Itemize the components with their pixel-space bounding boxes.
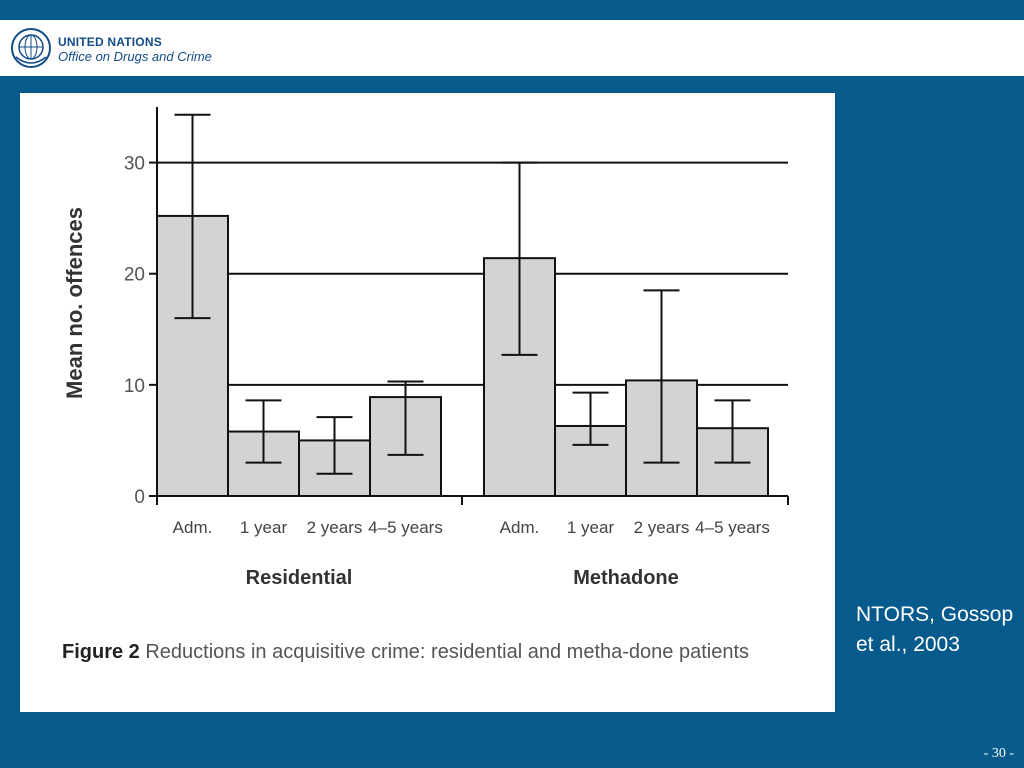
- x-tick-label: 4–5 years: [695, 518, 770, 537]
- organization-name: UNITED NATIONS Office on Drugs and Crime: [58, 35, 212, 64]
- y-tick-label: 20: [124, 265, 145, 286]
- figure-caption: Figure 2 Reductions in acquisitive crime…: [62, 633, 797, 671]
- group-label: Residential: [246, 567, 353, 589]
- org-line-1: UNITED NATIONS: [58, 35, 162, 49]
- group-label: Methadone: [573, 567, 679, 589]
- org-line-2: Office on Drugs and Crime: [58, 49, 212, 64]
- bar-chart: 0 10 20 30 Mean no. offences Adm. 1 year 2 year…: [62, 107, 789, 589]
- y-tick-label: 10: [124, 376, 145, 397]
- figure-label: Figure 2: [62, 641, 140, 663]
- y-axis-label: Mean no. offences: [62, 207, 87, 399]
- un-emblem-icon: [11, 28, 51, 68]
- header-bar: UNITED NATIONS Office on Drugs and Crime: [0, 20, 1024, 76]
- y-tick-label: 30: [124, 154, 145, 175]
- top-strip: [0, 0, 1024, 20]
- x-tick-label: Adm.: [500, 518, 540, 537]
- x-tick-label: 2 years: [634, 518, 690, 537]
- x-tick-label: Adm.: [173, 518, 213, 537]
- x-tick-label: 4–5 years: [368, 518, 443, 537]
- x-tick-label: 2 years: [307, 518, 363, 537]
- x-tick-label: 1 year: [567, 518, 615, 537]
- x-tick-label: 1 year: [240, 518, 288, 537]
- source-citation: NTORS, Gossop et al., 2003: [856, 603, 1014, 656]
- y-tick-label: 0: [134, 487, 145, 508]
- figure-panel: 0 10 20 30 Mean no. offences Adm. 1 year 2 year…: [20, 93, 835, 712]
- page-number: - 30 -: [983, 746, 1014, 761]
- figure-caption-text: Reductions in acquisitive crime: residen…: [145, 641, 750, 663]
